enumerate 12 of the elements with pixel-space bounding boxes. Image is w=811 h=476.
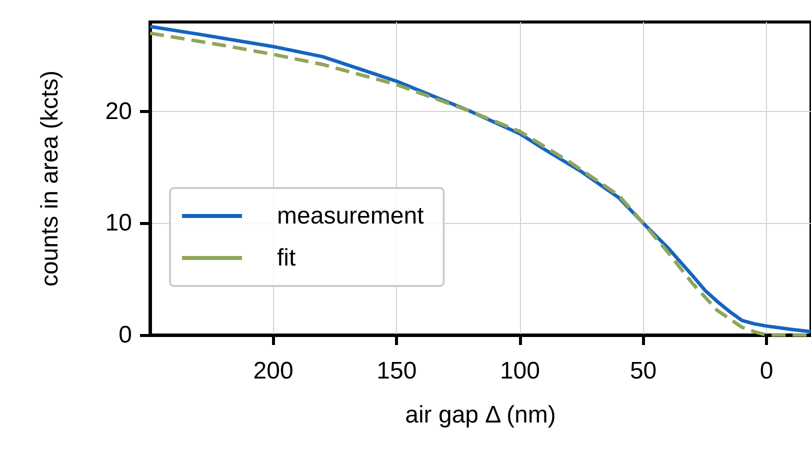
y-tick-label: 10 [105,210,132,237]
x-tick-label: 100 [500,358,540,384]
x-tick-label: 200 [253,358,294,384]
y-tick-label: 20 [105,98,132,125]
y-axis-title: counts in area (kcts) [36,70,64,287]
x-tick-label: 0 [760,358,774,384]
y-tick-label: 0 [118,322,132,348]
legend-label: fit [277,244,296,272]
x-tick-label: 50 [630,358,657,384]
x-tick-label: 150 [376,358,417,384]
x-axis-title: air gap Δ (nm) [405,402,556,428]
legend-label: measurement [277,202,424,230]
